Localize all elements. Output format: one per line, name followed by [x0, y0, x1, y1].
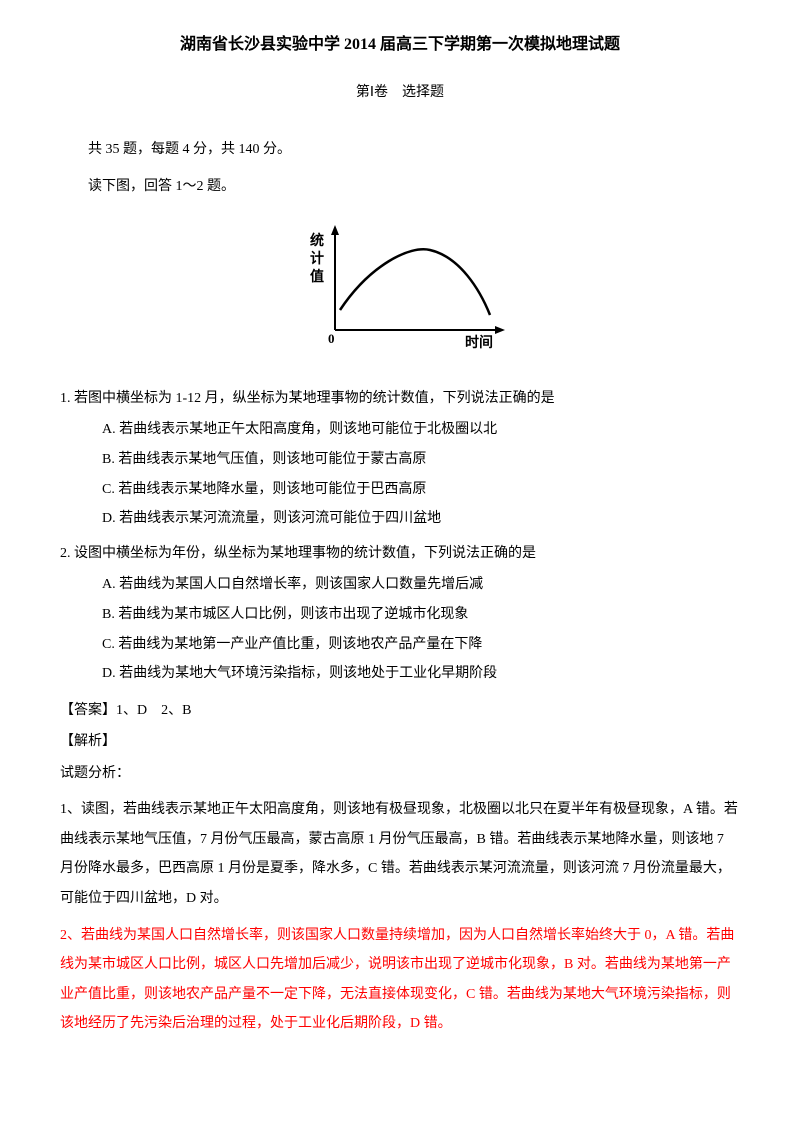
- x-axis-arrow: [495, 326, 505, 334]
- y-axis-arrow: [331, 225, 339, 235]
- y-axis-label-2: 计: [310, 250, 324, 267]
- section-subtitle: 第Ⅰ卷 选择题: [60, 80, 740, 107]
- analysis-label: 【解析】: [60, 729, 740, 756]
- y-axis-label-3: 值: [310, 268, 324, 285]
- q2-option-a: A. 若曲线为某国人口自然增长率，则该国家人口数量先增后减: [102, 572, 740, 599]
- q2-option-d: D. 若曲线为某地大气环境污染指标，则该地处于工业化早期阶段: [102, 661, 740, 688]
- x-axis-label: 时间: [465, 334, 493, 351]
- y-axis-label: 统: [310, 232, 324, 249]
- analysis-1: 1、读图，若曲线表示某地正午太阳高度角，则该地有极昼现象，北极圈以北只在夏半年有…: [60, 795, 740, 913]
- q1-option-d: D. 若曲线表示某河流流量，则该河流可能位于四川盆地: [102, 506, 740, 533]
- answer-text: 【答案】1、D 2、B: [60, 698, 740, 725]
- question-2-stem: 2. 设图中横坐标为年份，纵坐标为某地理事物的统计数值，下列说法正确的是: [60, 541, 740, 568]
- q1-option-b: B. 若曲线表示某地气压值，则该地可能位于蒙古高原: [102, 447, 740, 474]
- question-1-stem: 1. 若图中横坐标为 1-12 月，纵坐标为某地理事物的统计数值，下列说法正确的…: [60, 386, 740, 413]
- intro-text: 共 35 题，每题 4 分，共 140 分。: [60, 137, 740, 164]
- document-title: 湖南省长沙县实验中学 2014 届高三下学期第一次模拟地理试题: [60, 30, 740, 60]
- analysis-2: 2、若曲线为某国人口自然增长率，则该国家人口数量持续增加，因为人口自然增长率始终…: [60, 921, 740, 1039]
- q1-option-a: A. 若曲线表示某地正午太阳高度角，则该地可能位于北极圈以北: [102, 417, 740, 444]
- read-prompt: 读下图，回答 1～2 题。: [60, 174, 740, 201]
- q2-option-b: B. 若曲线为某市城区人口比例，则该市出现了逆城市化现象: [102, 602, 740, 629]
- origin-label: 0: [328, 331, 335, 346]
- q1-option-c: C. 若曲线表示某地降水量，则该地可能位于巴西高原: [102, 477, 740, 504]
- stat-curve: [340, 249, 490, 315]
- chart-figure: 统 计 值 0 时间: [60, 215, 740, 366]
- stat-chart-svg: 统 计 值 0 时间: [290, 215, 510, 355]
- q2-option-c: C. 若曲线为某地第一产业产值比重，则该地农产品产量在下降: [102, 632, 740, 659]
- analysis-prefix: 试题分析：: [60, 761, 740, 788]
